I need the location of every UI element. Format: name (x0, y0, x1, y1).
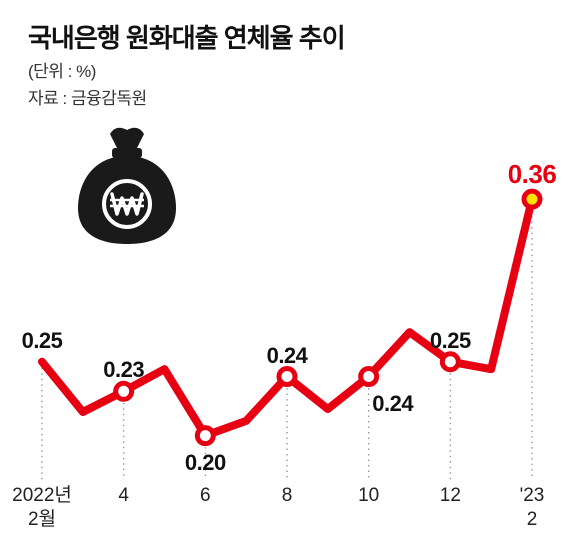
data-point-label: 0.25 (430, 328, 471, 354)
x-axis-tick: 4 (118, 484, 129, 508)
data-point-label: 0.36 (508, 159, 557, 190)
x-axis-tick: 8 (282, 484, 293, 508)
x-axis-tick: 2022년2월 (12, 484, 72, 532)
x-axis-labels: 2022년2월4681012'232 (28, 484, 546, 546)
data-point-label: 0.23 (103, 357, 144, 383)
data-point-label: 0.20 (185, 450, 226, 476)
data-point-label: 0.24 (267, 343, 308, 369)
chart-canvas (28, 140, 546, 480)
x-axis-tick: 12 (440, 484, 461, 508)
x-axis-tick: 10 (358, 484, 379, 508)
chart-unit: (단위 : %) (28, 57, 550, 82)
data-point-label: 0.25 (22, 328, 63, 354)
data-point-label: 0.24 (372, 391, 413, 417)
chart-title: 국내은행 원화대출 연체율 추이 (28, 18, 550, 55)
x-axis-tick: 6 (200, 484, 211, 508)
x-axis-tick: '232 (520, 484, 545, 532)
chart-source: 자료 : 금융감독원 (28, 84, 550, 109)
